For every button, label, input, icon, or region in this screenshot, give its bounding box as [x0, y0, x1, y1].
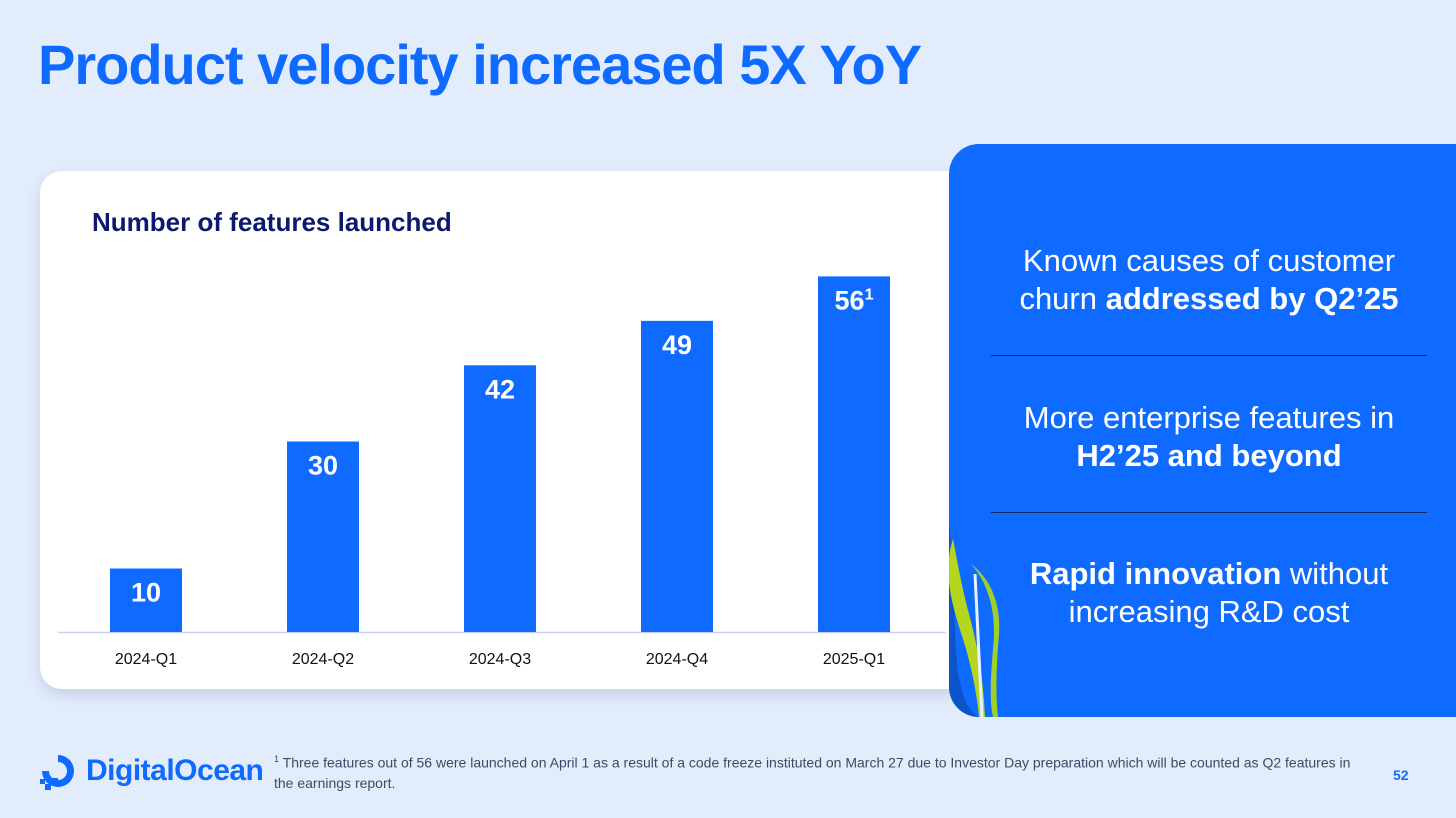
divider	[991, 355, 1427, 356]
highlights-panel: Known causes of customer churn addressed…	[949, 144, 1456, 717]
leaf-decoration-icon	[949, 524, 1000, 717]
highlight-3-bold: Rapid innovation	[1029, 556, 1282, 591]
digitalocean-logo-icon	[40, 755, 74, 790]
footnote: 1 Three features out of 56 were launched…	[274, 749, 1364, 793]
highlight-1-text: Known causes of customer churn	[1019, 243, 1396, 316]
bar-2025-Q1	[818, 276, 890, 632]
chart-title: Number of features launched	[92, 207, 452, 237]
brand-name: DigitalOcean	[86, 754, 264, 787]
x-tick-label-2024-Q2: 2024-Q2	[292, 651, 354, 668]
highlight-2-bold: H2’25 and beyond	[1076, 438, 1342, 473]
highlight-1-bold: addressed by Q2’25	[1105, 281, 1399, 316]
bar-chart: 10 2024-Q1 30 2024-Q2 42 2024-Q3 49 2024-Q4 561 2…	[58, 276, 946, 668]
bar-2024-Q1	[110, 568, 182, 632]
x-tick-label-2024-Q1: 2024-Q1	[115, 651, 177, 668]
bar-2024-Q3	[464, 365, 536, 632]
footnote-marker: 1	[274, 754, 280, 764]
highlight-3-text: without increasing R&D cost	[1068, 556, 1389, 629]
x-tick-label-2024-Q4: 2024-Q4	[646, 651, 708, 668]
data-label-2024-Q1: 10	[131, 578, 161, 608]
data-label-2024-Q4: 49	[662, 330, 692, 360]
x-tick-label-2025-Q1: 2025-Q1	[823, 651, 885, 668]
slide-title: Product velocity increased 5X YoY	[38, 33, 922, 96]
bar-2024-Q4	[641, 320, 713, 632]
highlight-enterprise: More enterprise features in H2’25 and be…	[989, 399, 1429, 475]
highlight-2-text: More enterprise features in	[1023, 400, 1395, 435]
page-number: 52	[1393, 767, 1409, 783]
chart-card: Number of features launched 10 2024-Q1 30 2…	[40, 171, 1000, 689]
x-tick-label-2024-Q3: 2024-Q3	[469, 651, 531, 668]
bar-2024-Q2	[287, 441, 359, 632]
highlight-churn: Known causes of customer churn addressed…	[989, 242, 1429, 318]
footnote-text: Three features out of 56 were launched o…	[274, 754, 1351, 791]
data-label-2025-Q1: 561	[835, 285, 874, 315]
data-label-2024-Q2: 30	[308, 451, 338, 481]
divider	[991, 512, 1427, 513]
data-label-2024-Q3: 42	[485, 374, 515, 404]
digitalocean-logo: DigitalOcean	[38, 749, 264, 793]
highlight-innovation: Rapid innovation without increasing R&D …	[989, 555, 1429, 631]
